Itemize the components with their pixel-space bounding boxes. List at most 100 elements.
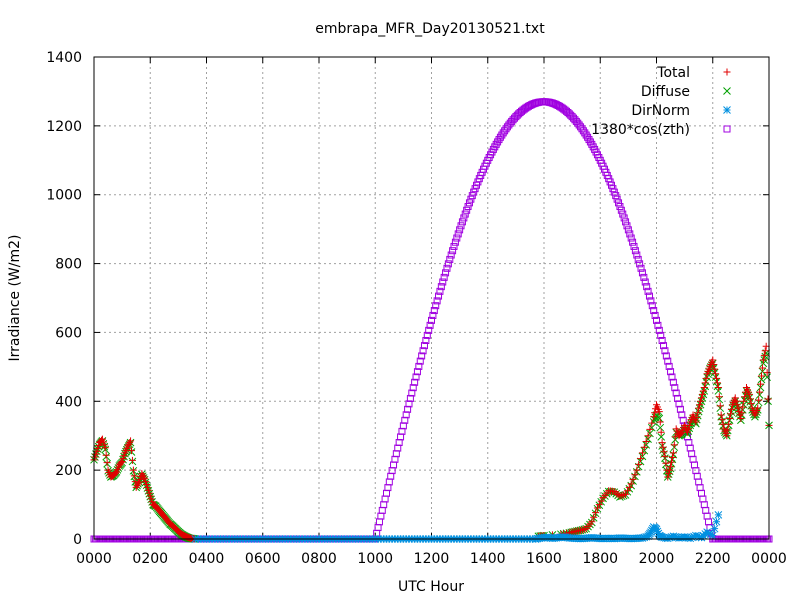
dirnorm-point: [638, 534, 647, 542]
total-point: [747, 400, 755, 408]
clear-sky-point: [703, 512, 711, 520]
clear-sky-point: [435, 292, 443, 300]
clear-sky-point: [381, 495, 389, 503]
dirnorm-point: [703, 528, 711, 536]
clear-sky-point: [615, 199, 623, 207]
x-axis-label: UTC Hour: [398, 579, 464, 595]
clear-sky-point: [641, 278, 649, 286]
dirnorm-point: [673, 533, 681, 542]
total-point: [99, 438, 107, 446]
clear-sky-point: [404, 405, 412, 413]
x-tick-label: 0400: [189, 551, 225, 567]
clear-sky-point: [660, 342, 668, 350]
total-point: [710, 361, 718, 369]
total-point: [683, 428, 691, 436]
x-tick-label: 1200: [414, 551, 450, 567]
total-point: [734, 404, 742, 412]
clear-sky-point: [655, 326, 663, 334]
total-point: [718, 416, 726, 424]
total-point: [146, 492, 154, 500]
clear-sky-point: [416, 357, 424, 365]
total-point: [102, 451, 110, 459]
legend-marker: [723, 87, 731, 95]
clear-sky-point: [436, 287, 444, 295]
x-tick-label: 0200: [132, 551, 168, 567]
legend-label: Diffuse: [641, 84, 690, 100]
total-point: [635, 460, 643, 468]
clear-sky-point: [662, 352, 670, 360]
total-point: [95, 441, 103, 449]
x-tick-label: 1400: [470, 551, 506, 567]
total-point: [134, 480, 142, 488]
total-point: [695, 404, 703, 412]
clear-sky-point: [661, 347, 669, 355]
clear-sky-point: [415, 362, 423, 370]
dirnorm-point: [707, 530, 715, 539]
total-point: [659, 443, 667, 451]
clear-sky-point: [423, 331, 431, 339]
clear-sky-point: [406, 394, 414, 402]
clear-sky-point: [461, 210, 469, 218]
total-point: [657, 428, 665, 436]
total-point: [135, 478, 143, 486]
clear-sky-point: [619, 210, 627, 218]
total-point: [590, 513, 598, 521]
clear-sky-point: [451, 238, 459, 246]
series-total: [90, 342, 773, 543]
y-tick-label: 200: [55, 463, 82, 479]
clear-sky-point: [430, 307, 438, 315]
clear-sky-point: [699, 495, 707, 503]
total-point: [717, 411, 725, 419]
y-tick-label: 400: [55, 394, 82, 410]
dirnorm-point: [671, 532, 680, 541]
total-point: [94, 444, 102, 452]
clear-sky-point: [669, 378, 677, 386]
clear-sky-point: [623, 222, 631, 230]
total-point: [666, 466, 674, 474]
total-point: [694, 409, 702, 417]
clear-sky-point: [464, 203, 472, 211]
total-point: [141, 475, 149, 483]
x-tick-label: 2000: [639, 551, 675, 567]
clear-sky-point: [616, 203, 624, 211]
total-point: [758, 364, 766, 372]
clear-sky-point: [374, 524, 382, 532]
x-tick-label: 1800: [582, 551, 618, 567]
x-axis-ticks: 0000 0200 0400 0600 0800 1000 1200 1400 1600 1800…: [76, 57, 787, 567]
clear-sky-point: [690, 461, 698, 469]
diffuse-point: [657, 433, 666, 441]
y-tick-label: 1000: [46, 188, 82, 204]
chart-legend: Total Diffuse DirNorm 1380*cos(zth): [591, 65, 731, 138]
dirnorm-point: [693, 532, 702, 541]
dirnorm-point: [665, 533, 674, 542]
total-point: [631, 471, 639, 479]
clear-sky-point: [620, 214, 628, 222]
total-point: [140, 473, 148, 481]
total-point: [723, 432, 731, 440]
clear-sky-point: [653, 316, 660, 324]
total-point: [129, 466, 137, 474]
diffuse-point: [656, 423, 665, 432]
legend-label: 1380*cos(zth): [591, 122, 690, 138]
clear-sky-point: [463, 206, 471, 214]
x-tick-label: 1000: [357, 551, 393, 567]
clear-sky-point: [380, 501, 388, 509]
clear-sky-point: [693, 472, 701, 480]
clear-sky-point: [631, 247, 639, 255]
total-point: [648, 419, 656, 427]
dirnorm-point: [669, 532, 678, 541]
clear-sky-point: [698, 489, 705, 497]
dirnorm-point: [692, 531, 700, 540]
clear-sky-point: [643, 283, 651, 291]
total-point: [588, 518, 596, 526]
series-dirnorm: [531, 511, 723, 543]
total-point: [711, 365, 719, 373]
dirnorm-point: [714, 511, 723, 519]
total-point: [101, 444, 109, 452]
x-tick-label: 0600: [245, 551, 281, 567]
total-point: [633, 466, 641, 474]
clear-sky-point: [645, 292, 653, 300]
y-tick-label: 1200: [46, 119, 82, 135]
clear-sky-point: [613, 195, 621, 203]
x-tick-label: 0800: [301, 551, 337, 567]
